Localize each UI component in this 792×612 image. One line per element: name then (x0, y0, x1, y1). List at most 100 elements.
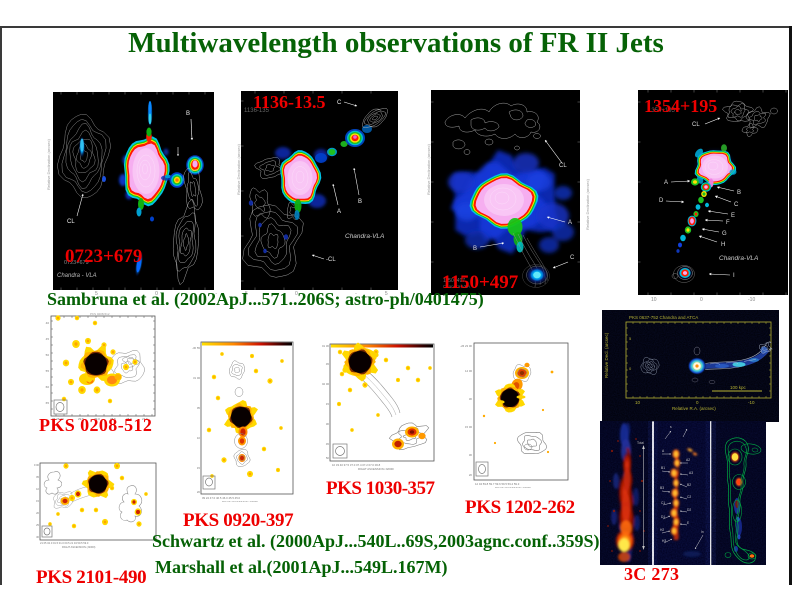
svg-text:A: A (662, 449, 665, 453)
svg-text:45: 45 (326, 442, 330, 446)
svg-text:10 33 40 37.5 37.0 07.4 07: 10 33 40 37.5 37.0 07.4 07.2 07.0 06.8 (332, 463, 381, 467)
svg-text:B: B (473, 246, 477, 252)
svg-text:B1: B1 (661, 466, 665, 470)
svg-text:15: 15 (197, 466, 201, 470)
svg-text:H2: H2 (660, 528, 664, 532)
svg-text:25: 25 (36, 523, 39, 527)
svg-text:05: 05 (36, 475, 39, 479)
svg-text:1150+497: 1150+497 (443, 278, 465, 284)
svg-text:Chandra-VLA: Chandra-VLA (443, 284, 470, 289)
svg-text:In: In (701, 530, 704, 534)
svg-text:A: A (568, 220, 572, 226)
svg-text:F: F (726, 220, 730, 226)
svg-text:14 00: 14 00 (465, 369, 472, 373)
svg-text:50: 50 (326, 456, 330, 460)
svg-text:02 00: 02 00 (322, 382, 329, 386)
svg-text:-10: -10 (748, 297, 755, 303)
svg-text:C: C (570, 255, 575, 261)
svg-text:65: 65 (46, 401, 50, 405)
svg-text:RIGHT ASCENSION (J2000): RIGHT ASCENSION (J2000) (222, 500, 258, 502)
svg-text:C2: C2 (687, 495, 691, 499)
svg-text:31 00: 31 00 (193, 376, 200, 380)
svg-text:12 04 59.8 59.7 59.6 59.5: 12 04 59.8 59.7 59.6 59.5 59.4 59.3 (475, 482, 520, 486)
svg-text:05 26 30: 05 26 30 (52, 417, 64, 421)
svg-text:A2: A2 (686, 458, 690, 462)
svg-text:-CL: -CL (326, 257, 336, 263)
svg-text:28.0: 28.0 (126, 417, 132, 421)
svg-text:C1: C1 (661, 501, 665, 505)
svg-text:0: 0 (629, 366, 632, 371)
svg-text:E: E (731, 213, 735, 219)
svg-text:-26 23 00: -26 23 00 (460, 344, 472, 348)
svg-text:Total: Total (637, 441, 644, 445)
svg-text:45: 45 (326, 362, 330, 366)
svg-text:10: 10 (197, 436, 201, 440)
svg-text:Relative R.A. (arcsec): Relative R.A. (arcsec) (672, 406, 716, 411)
svg-text:RIGHT ASCENSION (J2000): RIGHT ASCENSION (J2000) (62, 545, 96, 549)
svg-text:-49 00: -49 00 (34, 463, 40, 467)
svg-text:CL: CL (692, 122, 700, 128)
svg-text:PKS 0208-512: PKS 0208-512 (90, 312, 110, 316)
svg-text:10: 10 (36, 487, 39, 491)
svg-text:I: I (733, 273, 735, 279)
svg-text:29.5: 29.5 (78, 417, 84, 421)
svg-text:55: 55 (46, 369, 50, 373)
svg-text:1354+195: 1354+195 (648, 108, 676, 114)
svg-text:C: C (337, 100, 342, 106)
svg-text:30: 30 (469, 453, 473, 457)
svg-text:Chandra-VLA: Chandra-VLA (719, 255, 758, 262)
svg-text:15: 15 (36, 499, 39, 503)
svg-text:10: 10 (651, 297, 657, 303)
svg-text:30: 30 (469, 397, 473, 401)
svg-text:15 00: 15 00 (465, 425, 472, 429)
svg-text:0: 0 (696, 400, 699, 405)
svg-text:CL: CL (559, 163, 567, 169)
svg-text:s: s (670, 425, 672, 429)
svg-text:0: 0 (700, 297, 703, 303)
svg-text:30: 30 (326, 422, 330, 426)
svg-text:20: 20 (469, 473, 473, 477)
svg-text:-45 01 30: -45 01 30 (322, 344, 329, 348)
svg-text:Chandra - VLA: Chandra - VLA (57, 273, 97, 279)
svg-text:B: B (186, 111, 190, 117)
svg-text:40: 40 (46, 321, 50, 325)
svg-text:20: 20 (36, 511, 39, 515)
svg-text:B2: B2 (687, 483, 691, 487)
svg-text:100 kpc: 100 kpc (730, 385, 747, 390)
svg-text:CL: CL (67, 219, 75, 225)
svg-text:C: C (734, 202, 739, 208)
svg-text:60: 60 (46, 385, 50, 389)
svg-text:D2: D2 (687, 508, 691, 512)
svg-text:50: 50 (46, 353, 50, 357)
svg-text:A: A (664, 180, 668, 186)
svg-text:09 22 47.0 46.5 46.0 45.5: 09 22 47.0 46.5 46.0 45.5 45.0 (202, 496, 241, 500)
svg-text:21 05 02.0 01.5 01.0 00.: 21 05 02.0 01.5 01.0 00.5 21 04 59.5 59.… (40, 541, 89, 545)
svg-text:0723+679: 0723+679 (64, 260, 89, 266)
svg-text:45: 45 (46, 337, 50, 341)
svg-text:10: 10 (635, 400, 641, 405)
svg-text:A3: A3 (689, 471, 693, 475)
svg-text:29.0: 29.0 (94, 417, 100, 421)
svg-text:27.5: 27.5 (142, 417, 148, 421)
svg-text:5: 5 (629, 336, 632, 341)
svg-text:30: 30 (36, 535, 39, 539)
svg-text:-10: -10 (748, 400, 755, 405)
svg-text:H3: H3 (662, 539, 666, 543)
svg-text:28.5: 28.5 (110, 417, 116, 421)
svg-text:D1: D1 (661, 515, 665, 519)
svg-text:E: E (687, 521, 690, 525)
svg-text:H: H (721, 242, 725, 248)
svg-text:RIGHT ASCENSION (J2000): RIGHT ASCENSION (J2000) (358, 467, 394, 470)
svg-text:Chandra-VLA: Chandra-VLA (345, 233, 384, 240)
svg-text:B: B (737, 190, 741, 196)
svg-text:A: A (337, 209, 341, 215)
svg-text:D: D (659, 198, 664, 204)
svg-text:B: B (358, 199, 362, 205)
svg-text:15: 15 (326, 402, 330, 406)
svg-text:-30 55: -30 55 (192, 346, 200, 350)
svg-text:PKS 0637-752 Chandra and ATCA: PKS 0637-752 Chandra and ATCA (629, 315, 698, 320)
svg-text:05: 05 (197, 406, 201, 410)
svg-text:G: G (722, 231, 727, 237)
svg-text:20: 20 (197, 490, 201, 494)
svg-text:Relative Decl. (arcsec): Relative Decl. (arcsec) (604, 332, 609, 378)
